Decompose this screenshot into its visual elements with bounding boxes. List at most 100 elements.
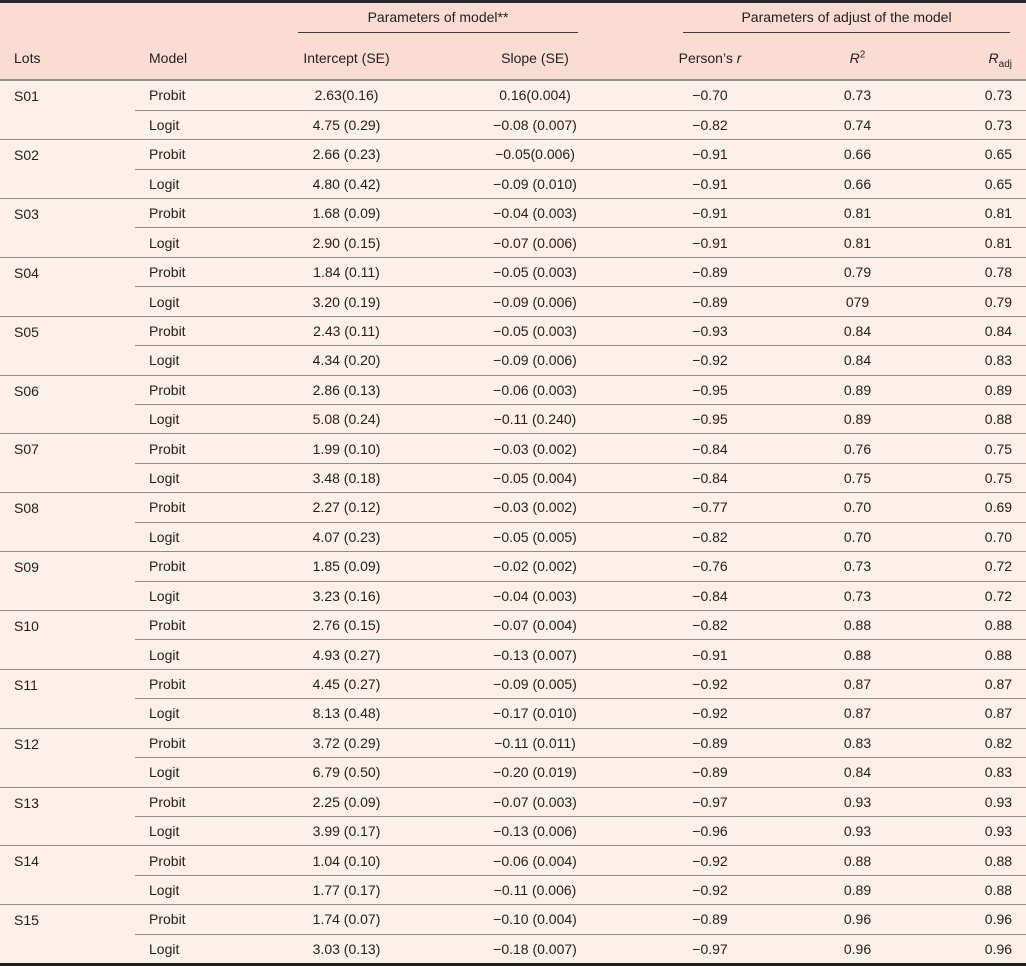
r2-cell: 079 <box>770 286 945 317</box>
table-row: Logit 3.20 (0.19) −0.09 (0.006) −0.89 079 0.7… <box>0 286 1026 317</box>
lot-cell: S08 <box>0 492 135 553</box>
column-header-r-squared: R2 <box>770 33 945 81</box>
radj-cell: 0.88 <box>945 875 1026 906</box>
radj-cell: 0.81 <box>945 198 1026 229</box>
slope-cell: 0.16(0.004) <box>420 80 650 111</box>
slope-cell: −0.09 (0.005) <box>420 669 650 700</box>
table-row: Logit 4.07 (0.23) −0.05 (0.005) −0.82 0.70 0.… <box>0 522 1026 553</box>
intercept-cell: 6.79 (0.50) <box>273 757 420 788</box>
model-cell: Probit <box>135 492 273 523</box>
r-adjusted-subscript: adj <box>998 58 1013 70</box>
pearson-cell: −0.91 <box>650 227 770 258</box>
radj-cell: 0.75 <box>945 433 1026 464</box>
slope-cell: −0.18 (0.007) <box>493 940 577 957</box>
radj-cell: 0.73 <box>945 110 1026 141</box>
table-row: Logit 5.08 (0.24) −0.11 (0.240) −0.95 0.89 0.… <box>0 404 1026 435</box>
model-cell: Probit <box>135 551 273 582</box>
radj-cell: 0.89 <box>945 375 1026 406</box>
column-header-slope: Slope (SE) <box>420 33 650 81</box>
model-cell: Probit <box>135 669 273 700</box>
pearson-cell: −0.92 <box>650 875 770 906</box>
radj-cell: 0.82 <box>945 728 1026 759</box>
table-row: Logit 4.80 (0.42) −0.09 (0.010) −0.91 0.66 0.… <box>0 169 1026 200</box>
model-cell: Probit <box>135 139 273 170</box>
lot-cell: S06 <box>0 375 135 435</box>
group-header-model-parameters: Parameters of model** <box>273 3 650 33</box>
slope-cell: −0.07 (0.006) <box>420 227 650 258</box>
intercept-cell: 3.23 (0.16) <box>273 581 420 611</box>
column-header-r-adjusted: Radj <box>945 33 1026 81</box>
model-cell: Logit <box>135 169 273 200</box>
model-cell: Logit <box>135 639 273 670</box>
r2-cell: 0.76 <box>770 433 945 464</box>
radj-cell: 0.79 <box>945 286 1026 317</box>
slope-cell: −0.06 (0.003) <box>420 375 650 406</box>
intercept-cell: 4.75 (0.29) <box>273 110 420 141</box>
column-header-intercept: Intercept (SE) <box>273 33 420 81</box>
radj-cell: 0.88 <box>945 404 1026 435</box>
radj-cell: 0.81 <box>945 227 1026 258</box>
model-cell: Probit <box>135 198 273 229</box>
intercept-cell: 3.99 (0.17) <box>273 816 420 847</box>
lot-cell: S02 <box>0 139 135 200</box>
intercept-cell: 1.85 (0.09) <box>273 551 420 582</box>
group-header-model-parameters-underline: Parameters of model** <box>298 9 578 33</box>
r2-cell: 0.93 <box>770 787 945 817</box>
radj-cell: 0.93 <box>945 816 1026 847</box>
slope-cell: −0.20 (0.019) <box>420 757 650 788</box>
group-header-adjust-parameters-underline: Parameters of adjust of the model <box>683 9 1011 33</box>
table-row: S03 Probit 1.68 (0.09) −0.04 (0.003) −0.91 0.… <box>0 198 1026 258</box>
table-row: S02 Probit 2.66 (0.23) −0.05(0.006) −0.91 0.6… <box>0 139 1026 200</box>
lot-cell: S11 <box>0 669 135 729</box>
table-row: Logit 3.99 (0.17) −0.13 (0.006) −0.96 0.93 0.… <box>0 816 1026 847</box>
pearson-cell: −0.91 <box>650 639 770 670</box>
radj-cell: 0.93 <box>945 787 1026 817</box>
intercept-cell: 4.45 (0.27) <box>273 669 420 700</box>
r2-cell: 0.73 <box>770 581 945 611</box>
model-cell: Logit <box>135 581 273 611</box>
pearson-cell: −0.97 <box>692 940 728 957</box>
table-row: Logit 6.79 (0.50) −0.20 (0.019) −0.89 0.84 0.… <box>0 757 1026 788</box>
intercept-cell: 1.77 (0.17) <box>273 875 420 906</box>
intercept-cell: 1.74 (0.07) <box>273 904 420 935</box>
table-row: S05 Probit 2.43 (0.11) −0.05 (0.003) −0.93 0.… <box>0 316 1026 376</box>
pearson-cell: −0.89 <box>650 257 770 288</box>
column-header-lots: Lots <box>0 33 135 81</box>
pearson-cell: −0.84 <box>650 581 770 611</box>
radj-cell: 0.73 <box>945 80 1026 111</box>
column-header-model: Model <box>135 33 273 81</box>
model-cell: Logit <box>135 404 273 435</box>
intercept-cell: 2.25 (0.09) <box>273 787 420 817</box>
radj-cell: 0.96 <box>945 904 1026 935</box>
model-cell: Logit <box>135 463 273 494</box>
model-cell: Logit <box>135 757 273 788</box>
r-squared-exponent: 2 <box>859 48 866 60</box>
table-body: S01 Probit 2.63(0.16) 0.16(0.004) −0.70 0.73 0… <box>0 80 1026 963</box>
table-row: Logit 4.34 (0.20) −0.09 (0.006) −0.92 0.84 0.… <box>0 345 1026 376</box>
radj-cell: 0.65 <box>945 139 1026 170</box>
pearson-cell: −0.96 <box>650 816 770 847</box>
r2-cell: 0.73 <box>770 80 945 111</box>
radj-cell: 0.96 <box>984 940 1013 957</box>
pearson-cell: −0.76 <box>650 551 770 582</box>
slope-cell: −0.05 (0.003) <box>420 257 650 288</box>
lot-cell: S09 <box>0 551 135 611</box>
model-cell: Logit <box>135 286 273 317</box>
pearson-cell: −0.89 <box>650 728 770 759</box>
intercept-cell: 2.86 (0.13) <box>273 375 420 406</box>
pearson-cell: −0.91 <box>650 198 770 229</box>
intercept-cell: 4.07 (0.23) <box>273 522 420 553</box>
model-cell: Probit <box>135 433 273 464</box>
intercept-cell: 3.48 (0.18) <box>273 463 420 494</box>
pearson-cell: −0.92 <box>650 845 770 876</box>
slope-cell: −0.05 (0.005) <box>420 522 650 553</box>
table-row: Logit 3.03 (0.13) −0.18 (0.007) −0.97 0.96 0.… <box>0 934 1026 963</box>
r2-cell: 0.74 <box>770 110 945 141</box>
pearson-label-variable: r <box>736 49 742 66</box>
slope-cell: −0.04 (0.003) <box>420 581 650 611</box>
table-row: Logit 8.13 (0.48) −0.17 (0.010) −0.92 0.87 0.… <box>0 698 1026 729</box>
intercept-cell: 4.34 (0.20) <box>273 345 420 376</box>
r2-cell: 0.93 <box>770 816 945 847</box>
table-row: S15 Probit 1.74 (0.07) −0.10 (0.004) −0.89 0.… <box>0 904 1026 935</box>
pearson-cell: −0.95 <box>650 375 770 406</box>
